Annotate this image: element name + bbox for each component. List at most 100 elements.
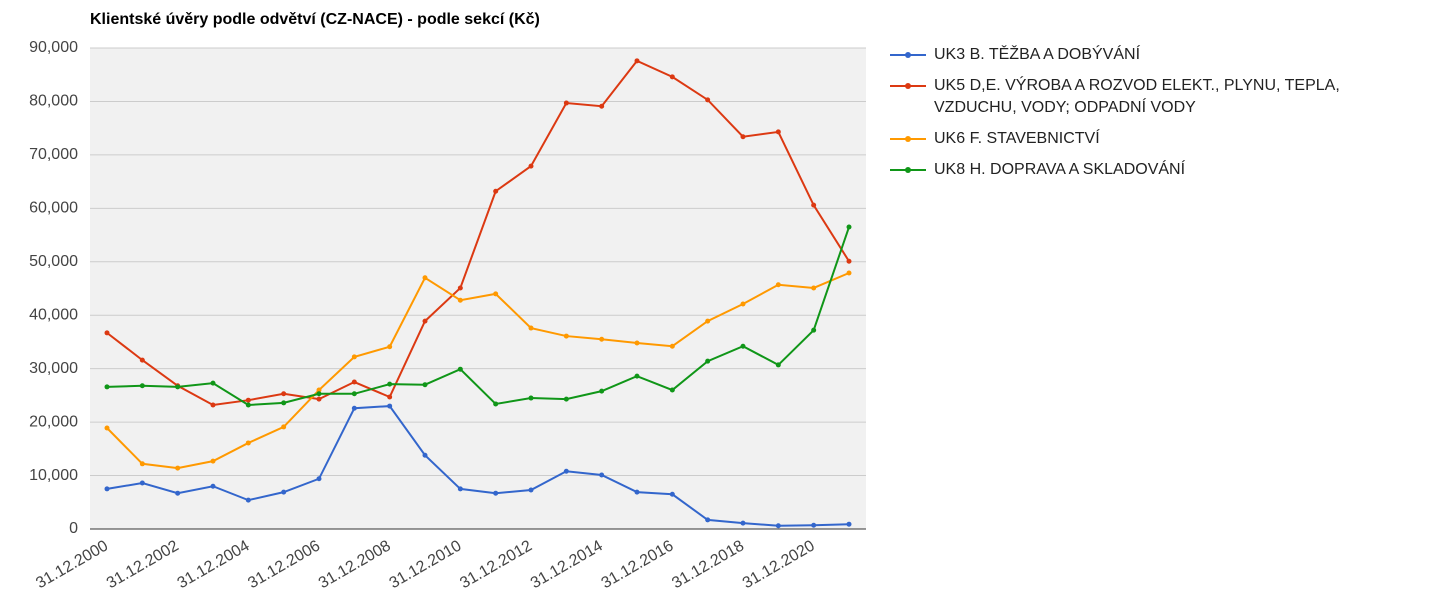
data-point	[316, 396, 322, 402]
data-point	[740, 343, 746, 349]
data-point	[846, 224, 852, 230]
data-point	[245, 397, 251, 403]
data-point	[846, 270, 852, 276]
x-tick-label: 31.12.2008	[316, 537, 394, 592]
data-point	[775, 362, 781, 368]
data-point	[422, 275, 428, 281]
series-line	[106, 59, 850, 407]
data-point	[811, 522, 817, 528]
data-point	[139, 461, 145, 467]
legend-item: UK3 B. TĚŽBA A DOBÝVÁNÍ	[890, 44, 1425, 66]
data-point	[139, 480, 145, 486]
data-point	[245, 402, 251, 408]
data-point	[104, 330, 110, 336]
data-point	[175, 465, 181, 471]
legend-item: UK5 D,E. VÝROBA A ROZVOD ELEKT., PLYNU, …	[890, 75, 1425, 119]
legend-label: UK6 F. STAVEBNICTVÍ	[934, 130, 1100, 147]
y-tick-label: 70,000	[29, 146, 78, 163]
data-point	[387, 381, 393, 387]
chart-title: Klientské úvěry podle odvětví (CZ-NACE) …	[90, 11, 540, 28]
legend-marker	[905, 167, 911, 173]
x-tick-label: 31.12.2018	[669, 537, 747, 592]
data-point	[175, 490, 181, 496]
data-point	[493, 291, 499, 297]
y-tick-label: 80,000	[29, 93, 78, 110]
data-point	[846, 521, 852, 527]
data-point	[528, 487, 534, 493]
data-point	[139, 383, 145, 389]
x-tick-label: 31.12.2016	[599, 537, 677, 592]
x-tick-label: 31.12.2010	[387, 537, 465, 592]
legend-marker	[905, 52, 911, 58]
data-point	[281, 400, 287, 406]
data-point	[351, 391, 357, 397]
data-point	[669, 491, 675, 497]
data-point	[705, 318, 711, 324]
data-point	[811, 202, 817, 208]
data-point	[775, 282, 781, 288]
data-point	[811, 285, 817, 291]
data-point	[634, 58, 640, 64]
data-point	[316, 391, 322, 397]
data-point	[387, 403, 393, 409]
data-point	[422, 452, 428, 458]
data-point	[634, 489, 640, 495]
data-point	[705, 358, 711, 364]
data-point	[775, 129, 781, 135]
data-point	[457, 297, 463, 303]
y-tick-label: 40,000	[29, 306, 78, 323]
data-point	[493, 401, 499, 407]
data-point	[563, 333, 569, 339]
data-point	[705, 517, 711, 523]
data-point	[210, 402, 216, 408]
legend-marker	[905, 83, 911, 89]
data-point	[599, 336, 605, 342]
data-point	[846, 258, 852, 264]
legend-marker	[905, 136, 911, 142]
data-point	[563, 100, 569, 106]
data-point	[245, 440, 251, 446]
data-point	[457, 366, 463, 372]
x-tick-label: 31.12.2014	[528, 537, 606, 592]
x-tick-label: 31.12.2012	[457, 537, 535, 592]
y-tick-label: 0	[69, 520, 78, 537]
data-point	[281, 489, 287, 495]
data-point	[740, 520, 746, 526]
data-point	[669, 387, 675, 393]
data-point	[245, 497, 251, 503]
y-tick-label: 50,000	[29, 253, 78, 270]
data-point	[281, 391, 287, 397]
data-point	[599, 472, 605, 478]
data-point	[493, 188, 499, 194]
data-point	[457, 486, 463, 492]
data-point	[210, 380, 216, 386]
data-point	[599, 103, 605, 109]
data-point	[740, 301, 746, 307]
data-point	[528, 163, 534, 169]
data-point	[705, 97, 711, 103]
data-point	[175, 384, 181, 390]
data-point	[104, 384, 110, 390]
data-point	[104, 486, 110, 492]
data-point	[422, 318, 428, 324]
legend-item: UK8 H. DOPRAVA A SKLADOVÁNÍ	[890, 159, 1425, 181]
legend-swatch	[890, 83, 926, 89]
y-tick-label: 30,000	[29, 360, 78, 377]
data-point	[387, 394, 393, 400]
series-line	[106, 272, 850, 470]
legend-swatch	[890, 136, 926, 142]
data-point	[351, 354, 357, 360]
data-point	[139, 357, 145, 363]
data-point	[316, 476, 322, 482]
plot-area	[90, 48, 866, 529]
data-point	[493, 490, 499, 496]
data-point	[563, 468, 569, 474]
data-point	[563, 396, 569, 402]
data-point	[281, 424, 287, 430]
legend: UK3 B. TĚŽBA A DOBÝVÁNÍ UK5 D,E. VÝROBA A…	[890, 44, 1425, 190]
legend-label: UK3 B. TĚŽBA A DOBÝVÁNÍ	[934, 46, 1141, 63]
x-tick-label: 31.12.2000	[33, 537, 111, 592]
legend-swatch	[890, 52, 926, 58]
legend-swatch	[890, 167, 926, 173]
